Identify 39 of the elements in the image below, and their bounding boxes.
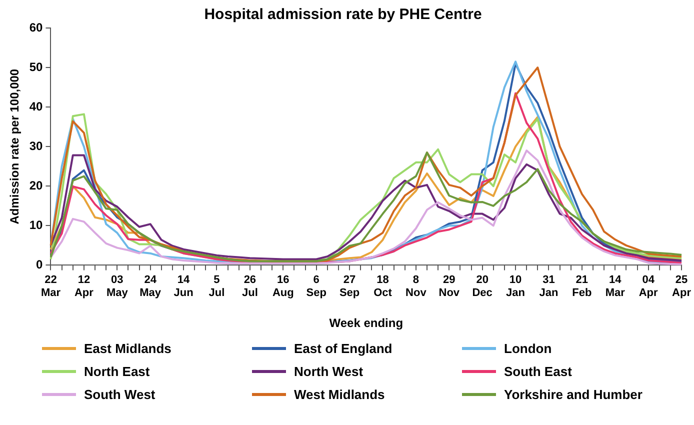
legend-label: South East: [504, 364, 572, 379]
y-tick-label: 0: [36, 258, 44, 272]
x-tick-label: 16 Aug: [272, 274, 294, 300]
x-tick-label: 22 Mar: [40, 274, 62, 300]
x-tick-label: 25 Apr: [672, 274, 692, 300]
x-tick-label: 26 Jul: [242, 274, 258, 300]
x-tick-label: 27 Sep: [339, 274, 360, 300]
y-tick-label: 20: [29, 178, 44, 192]
x-tick-label: 6 Sep: [306, 274, 327, 300]
legend-label: North West: [294, 364, 364, 379]
y-axis-title: Admission rate per 100,000: [8, 68, 22, 224]
legend-label: Yorkshire and Humber: [504, 387, 642, 402]
legend-label: London: [504, 341, 552, 356]
y-tick-label: 60: [29, 20, 44, 34]
y-tick-label: 50: [29, 60, 44, 74]
legend-label: North East: [84, 364, 150, 379]
x-tick-label: 20 Dec: [472, 274, 492, 300]
x-axis-title: Week ending: [329, 316, 404, 330]
x-tick-label: 21 Feb: [572, 274, 592, 300]
x-tick-label: 31 Jan: [539, 274, 558, 300]
y-tick-label: 10: [29, 218, 44, 232]
x-tick-label: 04 Apr: [638, 274, 659, 300]
y-tick-label: 40: [29, 99, 44, 114]
y-tick-label: 30: [29, 138, 44, 153]
x-tick-label: 10 Jan: [506, 274, 526, 300]
x-tick-label: 24 May: [140, 274, 162, 300]
legend-label: East Midlands: [84, 341, 172, 356]
chart-title: Hospital admission rate by PHE Centre: [204, 6, 482, 24]
legend-label: East of England: [294, 341, 392, 356]
x-tick-label: 03 May: [106, 274, 129, 300]
x-tick-label: 12 Apr: [74, 274, 94, 300]
legend-label: West Midlands: [294, 387, 385, 402]
x-tick-label: 8 Nov: [406, 274, 428, 300]
legend-label: South West: [84, 387, 156, 402]
x-tick-label: 14 Mar: [605, 274, 626, 300]
x-tick-label: 5 Jul: [208, 274, 225, 300]
x-tick-label: 29 Nov: [438, 274, 460, 300]
x-tick-label: 18 Oct: [374, 274, 392, 300]
x-tick-label: 14 Jun: [174, 274, 194, 300]
